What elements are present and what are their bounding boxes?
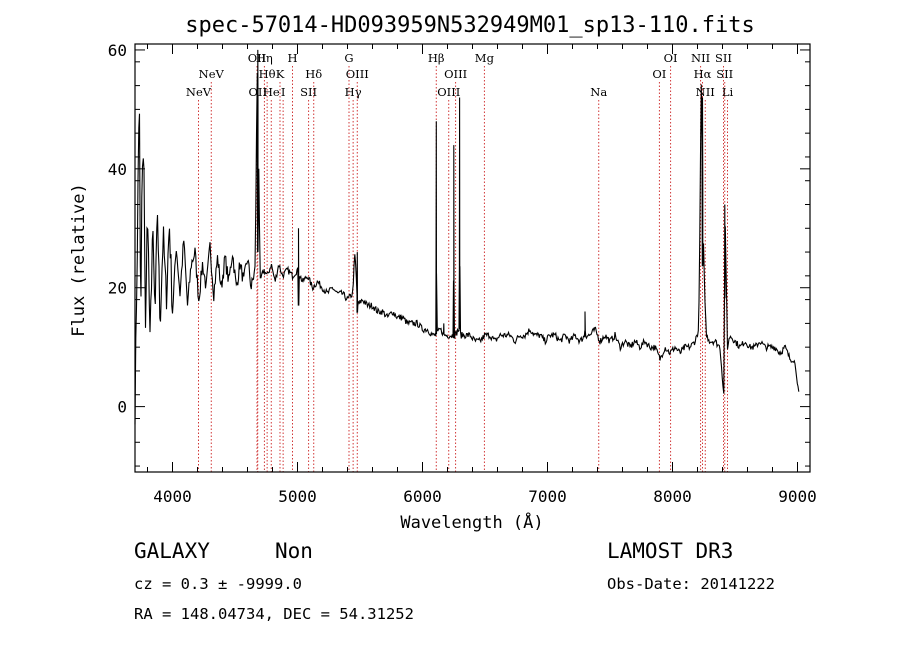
emission-line-label: SII <box>715 51 732 65</box>
emission-line-label: OIII <box>346 67 369 81</box>
object-subclass: Non <box>275 539 313 563</box>
redshift-readout: cz = 0.3 ± -9999.0 <box>134 575 302 593</box>
emission-line-label: K <box>276 67 285 81</box>
observation-date: Obs-Date: 20141222 <box>607 575 775 593</box>
x-tick-label: 5000 <box>278 487 317 506</box>
y-tick-label: 40 <box>108 160 127 179</box>
emission-line-label: Hη <box>256 51 273 65</box>
emission-line-label: Hδ <box>305 67 322 81</box>
emission-line-label: Hγ <box>345 85 362 99</box>
emission-line-label: Hθ <box>259 67 276 81</box>
y-tick-label: 20 <box>108 279 127 298</box>
x-axis-label: Wavelength (Å) <box>400 511 543 533</box>
y-tick-label: 0 <box>117 398 127 417</box>
emission-line-label: OIII <box>444 67 467 81</box>
emission-line-label: OI <box>664 51 678 65</box>
y-axis-label: Flux (relative) <box>69 183 89 337</box>
spectrum-line <box>134 49 800 425</box>
emission-line-label: Mg <box>475 51 495 65</box>
emission-line-label: Hβ <box>428 51 445 65</box>
emission-line-label: NII <box>691 51 710 65</box>
emission-line-label: OI <box>652 67 666 81</box>
emission-line-label: He <box>263 85 280 99</box>
emission-line-label: Li <box>722 85 734 99</box>
emission-line-label: SII <box>300 85 317 99</box>
emission-line-labels: NeVNeVOIIOIIHηHθHeKIHSIIHδGHγOIIIHβOIIIO… <box>186 51 734 99</box>
emission-line-label: NeV <box>199 67 225 81</box>
object-class: GALAXY <box>134 539 210 563</box>
axis-ticks: 4000 5000 6000 7000 8000 9000 0 20 40 60 <box>108 41 817 506</box>
emission-line-label: NII <box>696 85 715 99</box>
x-tick-label: 6000 <box>403 487 442 506</box>
y-tick-label: 60 <box>108 41 127 60</box>
chart-title: spec-57014-HD093959N532949M01_sp13-110.f… <box>185 13 755 38</box>
plot-frame <box>134 43 811 473</box>
emission-line-label: Na <box>590 85 607 99</box>
coordinates-readout: RA = 148.04734, DEC = 54.31252 <box>134 605 414 623</box>
emission-line-label: Hα <box>694 67 712 81</box>
x-tick-label: 8000 <box>653 487 692 506</box>
emission-line-label: H <box>287 51 297 65</box>
emission-line-label: I <box>281 85 286 99</box>
emission-line-label: SII <box>716 67 733 81</box>
x-tick-label: 9000 <box>778 487 817 506</box>
emission-line-label: NeV <box>186 85 212 99</box>
x-tick-label: 4000 <box>153 487 192 506</box>
survey-name: LAMOST DR3 <box>607 539 733 563</box>
x-tick-label: 7000 <box>528 487 567 506</box>
emission-line-label: G <box>344 51 353 65</box>
emission-line-label: OIII <box>437 85 460 99</box>
emission-line-label: OII <box>248 51 267 65</box>
